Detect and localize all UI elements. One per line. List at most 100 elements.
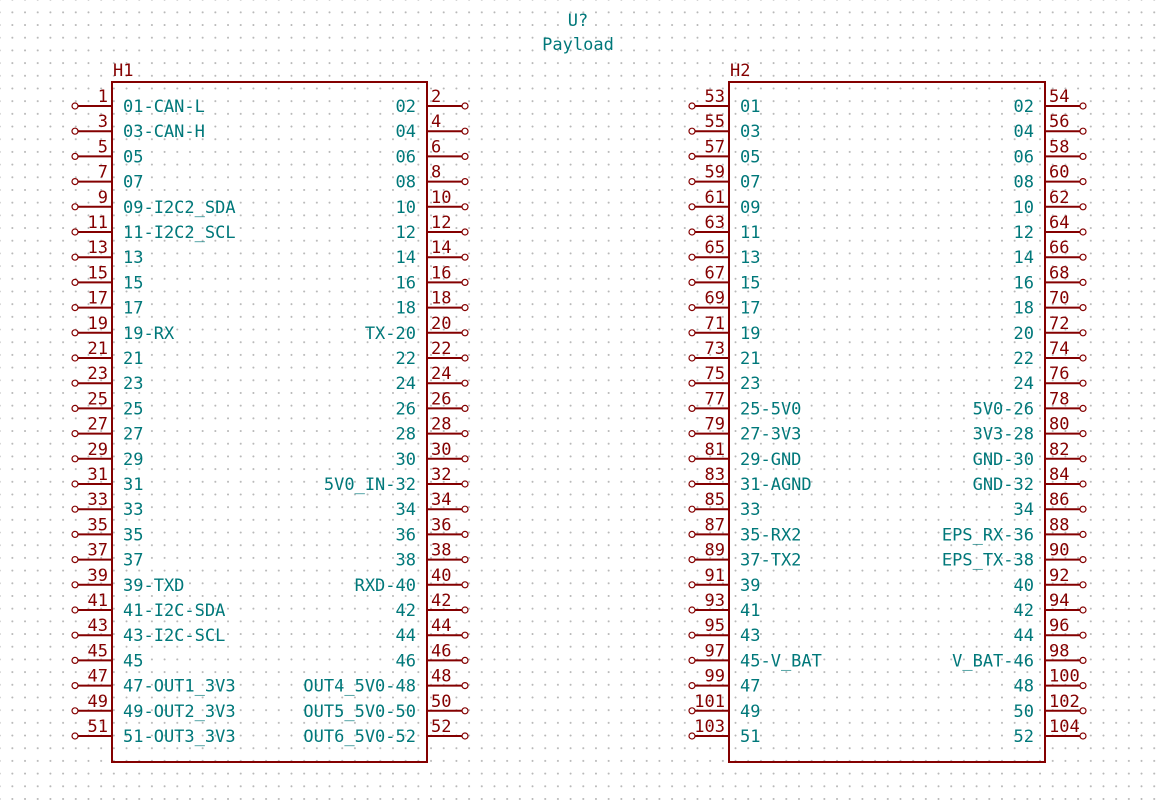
pin-endpoint[interactable] bbox=[1079, 178, 1087, 186]
pin-endpoint[interactable] bbox=[1079, 505, 1087, 513]
pin-endpoint[interactable] bbox=[461, 707, 469, 715]
pin-endpoint[interactable] bbox=[461, 455, 469, 463]
pin-endpoint[interactable] bbox=[461, 606, 469, 614]
pin-endpoint[interactable] bbox=[461, 379, 469, 387]
pin-endpoint[interactable] bbox=[688, 404, 696, 412]
pin-endpoint[interactable] bbox=[71, 228, 79, 236]
pin-endpoint[interactable] bbox=[688, 430, 696, 438]
pin-endpoint[interactable] bbox=[461, 404, 469, 412]
pin-endpoint[interactable] bbox=[461, 152, 469, 160]
pin-endpoint[interactable] bbox=[1079, 656, 1087, 665]
pin-endpoint[interactable] bbox=[688, 127, 696, 135]
pin-endpoint[interactable] bbox=[688, 707, 696, 715]
pin-endpoint[interactable] bbox=[1079, 530, 1087, 539]
pin-endpoint[interactable] bbox=[71, 455, 79, 463]
pin-endpoint[interactable] bbox=[688, 278, 696, 286]
pin-endpoint[interactable] bbox=[688, 102, 696, 110]
pin-endpoint[interactable] bbox=[461, 329, 469, 337]
pin-endpoint[interactable] bbox=[1079, 152, 1087, 160]
pin-endpoint[interactable] bbox=[688, 606, 696, 614]
pin-endpoint[interactable] bbox=[688, 581, 696, 589]
pin-endpoint[interactable] bbox=[71, 732, 79, 740]
pin-endpoint[interactable] bbox=[688, 656, 696, 665]
pin-endpoint[interactable] bbox=[1079, 732, 1087, 740]
pin-endpoint[interactable] bbox=[71, 480, 79, 488]
pin-endpoint[interactable] bbox=[461, 505, 469, 513]
pin-endpoint[interactable] bbox=[1079, 203, 1087, 211]
pin-endpoint[interactable] bbox=[71, 152, 79, 160]
pin-endpoint[interactable] bbox=[71, 530, 79, 539]
pin-endpoint[interactable] bbox=[71, 329, 79, 337]
pin-endpoint[interactable] bbox=[461, 304, 469, 312]
pin-endpoint[interactable] bbox=[461, 656, 469, 665]
pin-endpoint[interactable] bbox=[71, 581, 79, 589]
pin-endpoint[interactable] bbox=[688, 253, 696, 261]
pin-endpoint[interactable] bbox=[461, 480, 469, 488]
pin-endpoint[interactable] bbox=[688, 203, 696, 211]
pin-endpoint[interactable] bbox=[71, 404, 79, 412]
pin-endpoint[interactable] bbox=[1079, 329, 1087, 337]
pin-endpoint[interactable] bbox=[688, 178, 696, 186]
pin-endpoint[interactable] bbox=[1079, 606, 1087, 614]
pin-endpoint[interactable] bbox=[688, 530, 696, 539]
pin-endpoint[interactable] bbox=[461, 278, 469, 286]
pin-endpoint[interactable] bbox=[688, 354, 696, 362]
pin-endpoint[interactable] bbox=[688, 152, 696, 160]
pin-endpoint[interactable] bbox=[1079, 707, 1087, 715]
pin-endpoint[interactable] bbox=[1079, 127, 1087, 135]
pin-endpoint[interactable] bbox=[1079, 354, 1087, 362]
pin-endpoint[interactable] bbox=[1079, 455, 1087, 463]
pin-endpoint[interactable] bbox=[688, 732, 696, 740]
pin-endpoint[interactable] bbox=[71, 203, 79, 211]
pin-endpoint[interactable] bbox=[461, 253, 469, 261]
pin-endpoint[interactable] bbox=[1079, 253, 1087, 261]
pin-endpoint[interactable] bbox=[1079, 581, 1087, 589]
pin-endpoint[interactable] bbox=[71, 505, 79, 513]
pin-endpoint[interactable] bbox=[1079, 228, 1087, 236]
pin-endpoint[interactable] bbox=[461, 178, 469, 186]
pin-endpoint[interactable] bbox=[1079, 430, 1087, 438]
pin-endpoint[interactable] bbox=[71, 253, 79, 261]
pin-endpoint[interactable] bbox=[688, 304, 696, 312]
pin-endpoint[interactable] bbox=[688, 329, 696, 337]
pin-endpoint[interactable] bbox=[71, 430, 79, 438]
pin-endpoint[interactable] bbox=[1079, 404, 1087, 412]
pin-endpoint[interactable] bbox=[461, 631, 469, 639]
pin-endpoint[interactable] bbox=[71, 555, 79, 564]
pin-endpoint[interactable] bbox=[688, 631, 696, 639]
pin-endpoint[interactable] bbox=[71, 102, 79, 110]
pin-endpoint[interactable] bbox=[1079, 304, 1087, 312]
pin-endpoint[interactable] bbox=[71, 606, 79, 614]
pin-endpoint[interactable] bbox=[688, 505, 696, 513]
pin-endpoint[interactable] bbox=[1079, 631, 1087, 639]
pin-endpoint[interactable] bbox=[1079, 480, 1087, 488]
pin-endpoint[interactable] bbox=[688, 480, 696, 488]
pin-endpoint[interactable] bbox=[1079, 102, 1087, 110]
pin-endpoint[interactable] bbox=[461, 732, 469, 740]
pin-endpoint[interactable] bbox=[71, 178, 79, 186]
pin-endpoint[interactable] bbox=[71, 354, 79, 362]
pin-endpoint[interactable] bbox=[688, 555, 696, 564]
pin-endpoint[interactable] bbox=[71, 278, 79, 286]
header-2-body[interactable] bbox=[728, 81, 1046, 763]
pin-endpoint[interactable] bbox=[461, 127, 469, 135]
pin-endpoint[interactable] bbox=[71, 707, 79, 715]
pin-endpoint[interactable] bbox=[461, 555, 469, 564]
pin-endpoint[interactable] bbox=[688, 228, 696, 236]
pin-endpoint[interactable] bbox=[461, 681, 469, 690]
pin-endpoint[interactable] bbox=[461, 530, 469, 539]
pin-endpoint[interactable] bbox=[71, 304, 79, 312]
pin-endpoint[interactable] bbox=[1079, 555, 1087, 564]
pin-endpoint[interactable] bbox=[461, 228, 469, 236]
pin-endpoint[interactable] bbox=[71, 681, 79, 690]
pin-endpoint[interactable] bbox=[1079, 379, 1087, 387]
pin-endpoint[interactable] bbox=[461, 203, 469, 211]
pin-endpoint[interactable] bbox=[688, 681, 696, 690]
pin-endpoint[interactable] bbox=[461, 430, 469, 438]
header-1-body[interactable] bbox=[111, 81, 428, 763]
pin-endpoint[interactable] bbox=[1079, 681, 1087, 690]
pin-endpoint[interactable] bbox=[71, 127, 79, 135]
pin-endpoint[interactable] bbox=[1079, 278, 1087, 286]
pin-endpoint[interactable] bbox=[71, 379, 79, 387]
